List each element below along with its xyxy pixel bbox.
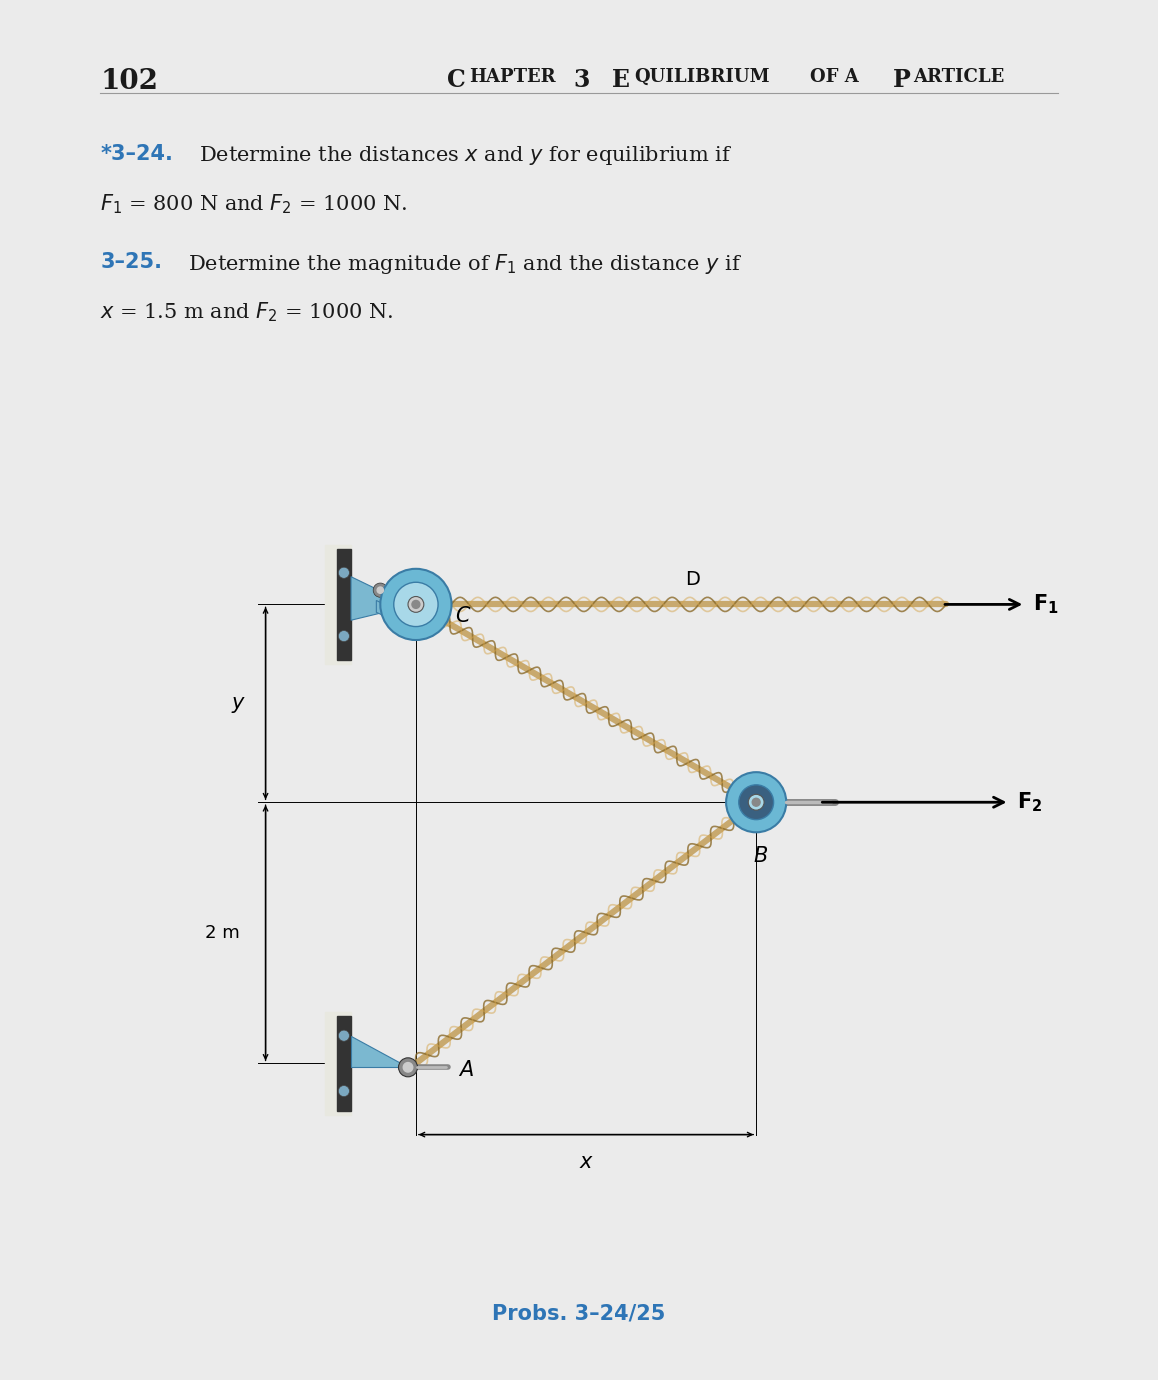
Text: D: D bbox=[686, 570, 701, 589]
Text: ARTICLE: ARTICLE bbox=[914, 68, 1005, 86]
Text: Probs. 3–24/25: Probs. 3–24/25 bbox=[492, 1303, 666, 1323]
Text: B: B bbox=[753, 846, 768, 865]
Polygon shape bbox=[325, 1012, 351, 1115]
Circle shape bbox=[739, 785, 774, 820]
Text: Determine the magnitude of $F_1$ and the distance $y$ if: Determine the magnitude of $F_1$ and the… bbox=[189, 253, 742, 276]
Circle shape bbox=[748, 795, 764, 810]
Text: E: E bbox=[611, 68, 630, 91]
Text: $x$ = 1.5 m and $F_2$ = 1000 N.: $x$ = 1.5 m and $F_2$ = 1000 N. bbox=[101, 301, 394, 324]
Text: P: P bbox=[893, 68, 910, 91]
Text: *3–24.: *3–24. bbox=[101, 144, 174, 164]
Circle shape bbox=[373, 582, 388, 598]
Text: 3–25.: 3–25. bbox=[101, 253, 162, 272]
Polygon shape bbox=[351, 577, 400, 620]
Circle shape bbox=[753, 798, 760, 806]
Text: C: C bbox=[447, 68, 466, 91]
Circle shape bbox=[394, 582, 438, 627]
Circle shape bbox=[380, 569, 452, 640]
Circle shape bbox=[412, 600, 420, 609]
Text: x: x bbox=[580, 1152, 592, 1172]
Text: QUILIBRIUM: QUILIBRIUM bbox=[635, 68, 770, 86]
Circle shape bbox=[338, 1086, 350, 1097]
Polygon shape bbox=[325, 545, 351, 664]
Polygon shape bbox=[337, 1016, 351, 1111]
Circle shape bbox=[398, 1058, 418, 1076]
Text: HAPTER: HAPTER bbox=[469, 68, 556, 86]
Circle shape bbox=[403, 1063, 412, 1072]
Text: 3: 3 bbox=[573, 68, 589, 91]
Text: 2 m: 2 m bbox=[205, 923, 240, 941]
Polygon shape bbox=[376, 600, 408, 627]
Text: Determine the distances $x$ and $y$ for equilibrium if: Determine the distances $x$ and $y$ for … bbox=[199, 144, 733, 167]
Polygon shape bbox=[351, 1035, 408, 1067]
Polygon shape bbox=[337, 549, 351, 660]
Text: C: C bbox=[455, 606, 470, 627]
Circle shape bbox=[378, 586, 383, 593]
Text: $\mathbf{F_1}$: $\mathbf{F_1}$ bbox=[1033, 592, 1058, 617]
Circle shape bbox=[408, 596, 424, 613]
Text: A: A bbox=[460, 1060, 474, 1079]
Text: OF A: OF A bbox=[809, 68, 859, 86]
Text: y: y bbox=[232, 693, 244, 713]
Text: 102: 102 bbox=[101, 68, 159, 95]
Circle shape bbox=[338, 1029, 350, 1041]
Text: $F_1$ = 800 N and $F_2$ = 1000 N.: $F_1$ = 800 N and $F_2$ = 1000 N. bbox=[101, 192, 408, 215]
Text: $\mathbf{F_2}$: $\mathbf{F_2}$ bbox=[1017, 791, 1042, 814]
Circle shape bbox=[726, 773, 786, 832]
Circle shape bbox=[338, 631, 350, 642]
Circle shape bbox=[338, 567, 350, 578]
